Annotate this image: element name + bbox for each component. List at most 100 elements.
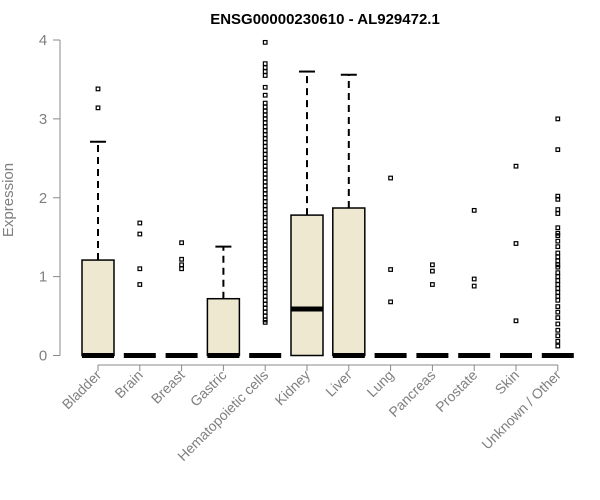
- outlier-point: [262, 112, 268, 118]
- outlier-point: [262, 151, 268, 157]
- outlier-point: [555, 315, 561, 321]
- box-brain: [123, 220, 156, 358]
- outlier-point: [555, 244, 561, 250]
- outlier-point: [179, 262, 185, 268]
- outlier-point: [262, 203, 268, 209]
- outlier-point: [555, 321, 561, 327]
- y-tick-label: 0: [39, 348, 47, 365]
- box-iqr: [290, 214, 324, 357]
- outlier-point: [555, 233, 561, 239]
- x-tick-label: Bladder: [59, 367, 105, 413]
- outlier-point: [262, 116, 268, 122]
- y-axis: 0 1 2 3 4: [39, 32, 61, 365]
- outlier-point: [262, 132, 268, 138]
- outlier-point: [555, 270, 561, 276]
- outlier-point: [262, 219, 268, 224]
- x-tick-label: Liver: [322, 367, 355, 400]
- outlier-point: [137, 220, 143, 226]
- outlier-point: [262, 309, 268, 315]
- outlier-point: [262, 270, 268, 276]
- outlier-point: [555, 282, 561, 287]
- outlier-point: [262, 104, 268, 110]
- outlier-point: [137, 266, 143, 272]
- outlier-point: [262, 301, 268, 307]
- outlier-point: [262, 266, 268, 272]
- outlier-point: [262, 175, 268, 181]
- outlier-point: [262, 230, 268, 236]
- outlier-point: [137, 282, 143, 287]
- outlier-point: [262, 211, 268, 216]
- chart-title: ENSG00000230610 - AL929472.1: [210, 11, 440, 28]
- outlier-point: [95, 86, 101, 92]
- outlier-point: [555, 196, 561, 202]
- outlier-point: [262, 179, 268, 185]
- y-tick-label: 2: [39, 190, 47, 207]
- outlier-point: [179, 256, 185, 262]
- outlier-point: [262, 278, 268, 283]
- outlier-point: [262, 69, 268, 74]
- outlier-point: [471, 276, 477, 282]
- outlier-point: [137, 231, 143, 237]
- outlier-point: [555, 250, 561, 256]
- box-breast: [165, 240, 198, 358]
- outlier-point: [555, 327, 561, 333]
- outlier-point: [262, 124, 268, 130]
- outlier-point: [555, 304, 561, 309]
- outlier-point: [555, 309, 561, 315]
- outlier-point: [555, 254, 561, 260]
- outlier-point: [262, 120, 268, 126]
- box-unknown-other: [541, 116, 574, 358]
- outlier-point: [262, 183, 268, 189]
- outlier-point: [262, 61, 268, 67]
- x-tick-label: Breast: [148, 367, 188, 407]
- x-tick-label: Kidney: [272, 367, 314, 409]
- box-pancreas: [416, 262, 449, 358]
- outlier-point: [95, 105, 101, 111]
- outlier-point: [262, 73, 268, 78]
- outlier-point: [555, 274, 561, 280]
- x-tick-label: Lung: [363, 367, 396, 400]
- outlier-point: [555, 116, 561, 122]
- box-lung: [374, 175, 407, 358]
- outlier-point: [262, 290, 268, 295]
- outlier-point: [262, 108, 268, 114]
- outlier-point: [262, 286, 268, 291]
- x-tick-label: Skin: [492, 367, 523, 398]
- outlier-point: [262, 246, 268, 252]
- outlier-point: [179, 240, 185, 246]
- outlier-point: [262, 155, 268, 161]
- box-hematopoietic-cells: [249, 39, 282, 358]
- outlier-point: [388, 299, 393, 305]
- outlier-point: [388, 175, 393, 181]
- outlier-point: [262, 163, 268, 169]
- outlier-point: [555, 293, 561, 299]
- y-tick-label: 1: [39, 269, 47, 286]
- outlier-point: [262, 254, 268, 260]
- outlier-point: [555, 297, 561, 303]
- outlier-point: [430, 262, 435, 268]
- outlier-point: [430, 282, 435, 287]
- box-iqr: [206, 297, 241, 357]
- outlier-point: [555, 238, 561, 244]
- outlier-point: [555, 278, 561, 283]
- box-iqr: [332, 207, 366, 357]
- outlier-point: [262, 238, 268, 244]
- outlier-point: [262, 234, 268, 240]
- outlier-point: [262, 319, 268, 325]
- outlier-point: [262, 167, 268, 173]
- outlier-point: [513, 163, 519, 169]
- outlier-point: [262, 274, 268, 280]
- box-kidney: [290, 70, 324, 357]
- outlier-point: [262, 242, 268, 248]
- outlier-point: [262, 92, 268, 98]
- box-liver: [332, 73, 366, 358]
- x-tick-label: Prostate: [432, 367, 480, 415]
- outlier-point: [555, 338, 561, 344]
- outlier-point: [262, 305, 268, 311]
- outlier-point: [262, 297, 268, 303]
- box-prostate: [458, 207, 491, 358]
- outlier-point: [262, 144, 268, 149]
- outlier-point: [262, 199, 268, 205]
- outlier-point: [262, 171, 268, 177]
